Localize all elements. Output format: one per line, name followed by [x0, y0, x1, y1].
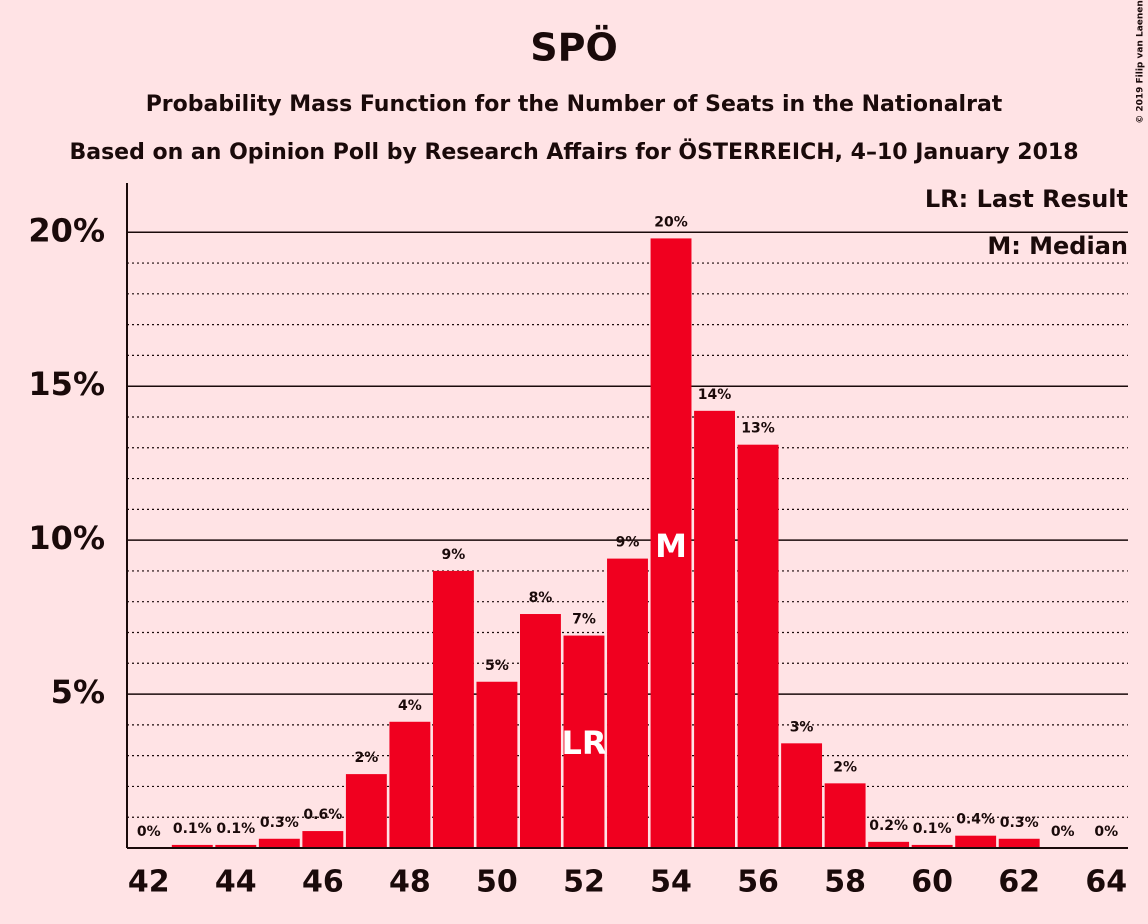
x-tick-label: 64	[1085, 865, 1127, 900]
value-label: 0.1%	[913, 821, 952, 837]
y-tick-label: 20%	[28, 211, 105, 249]
x-tick-label: 48	[389, 865, 431, 900]
x-tick-label: 52	[563, 865, 605, 900]
bar	[345, 774, 387, 848]
bar-annotation: M	[655, 527, 687, 565]
value-label: 2%	[833, 759, 857, 775]
bar	[171, 844, 213, 848]
bar	[258, 838, 300, 848]
bar	[998, 838, 1040, 848]
bar-annotation: LR	[561, 724, 606, 762]
legend-entry: LR: Last Result	[925, 185, 1128, 213]
chart-subtitle: Probability Mass Function for the Number…	[146, 92, 1003, 117]
x-tick-label: 54	[650, 865, 692, 900]
bar	[302, 831, 344, 848]
bar	[694, 410, 735, 848]
value-label: 0%	[1094, 824, 1118, 840]
value-label: 0.3%	[1000, 815, 1039, 831]
bar	[563, 635, 605, 848]
value-label: 0.3%	[260, 815, 299, 831]
y-tick-label: 10%	[28, 519, 105, 557]
chart-subtitle: Based on an Opinion Poll by Research Aff…	[69, 139, 1078, 165]
x-tick-label: 46	[302, 865, 344, 900]
bar	[911, 844, 953, 848]
value-label: 0.1%	[173, 821, 212, 837]
value-label: 7%	[572, 612, 596, 628]
bar	[650, 238, 692, 848]
bar	[868, 841, 910, 848]
value-label: 3%	[790, 719, 814, 735]
x-tick-label: 44	[215, 865, 257, 900]
value-label: 5%	[485, 658, 509, 674]
value-label: 0%	[137, 824, 161, 840]
value-label: 0%	[1051, 824, 1075, 840]
bar	[955, 835, 997, 848]
x-tick-label: 58	[824, 865, 866, 900]
bar	[737, 444, 779, 848]
value-label: 9%	[442, 547, 466, 563]
x-tick-label: 50	[476, 865, 518, 900]
bar	[781, 743, 823, 848]
bar	[389, 721, 431, 848]
value-label: 0.1%	[216, 821, 255, 837]
bar	[215, 844, 257, 848]
y-tick-label: 5%	[51, 673, 105, 711]
bar	[476, 681, 518, 848]
value-label: 20%	[654, 214, 688, 230]
copyright: © 2019 Filip van Laenen	[1136, 0, 1146, 124]
value-label: 0.4%	[956, 812, 995, 828]
value-label: 0.2%	[869, 818, 908, 834]
x-tick-label: 42	[128, 865, 170, 900]
x-tick-label: 62	[998, 865, 1040, 900]
value-label: 4%	[398, 698, 422, 714]
x-tick-label: 60	[911, 865, 953, 900]
y-tick-label: 15%	[28, 365, 105, 403]
bar	[607, 558, 648, 848]
value-label: 0.6%	[303, 807, 342, 823]
value-label: 8%	[529, 590, 553, 606]
bar	[520, 614, 561, 848]
legend-entry: M: Median	[987, 232, 1128, 260]
x-tick-label: 56	[737, 865, 779, 900]
value-label: 13%	[741, 421, 775, 437]
bar	[432, 570, 474, 848]
bar	[824, 783, 866, 848]
value-label: 2%	[354, 750, 378, 766]
chart-title: SPÖ	[530, 26, 618, 70]
value-label: 9%	[616, 535, 640, 551]
value-label: 14%	[698, 387, 732, 403]
